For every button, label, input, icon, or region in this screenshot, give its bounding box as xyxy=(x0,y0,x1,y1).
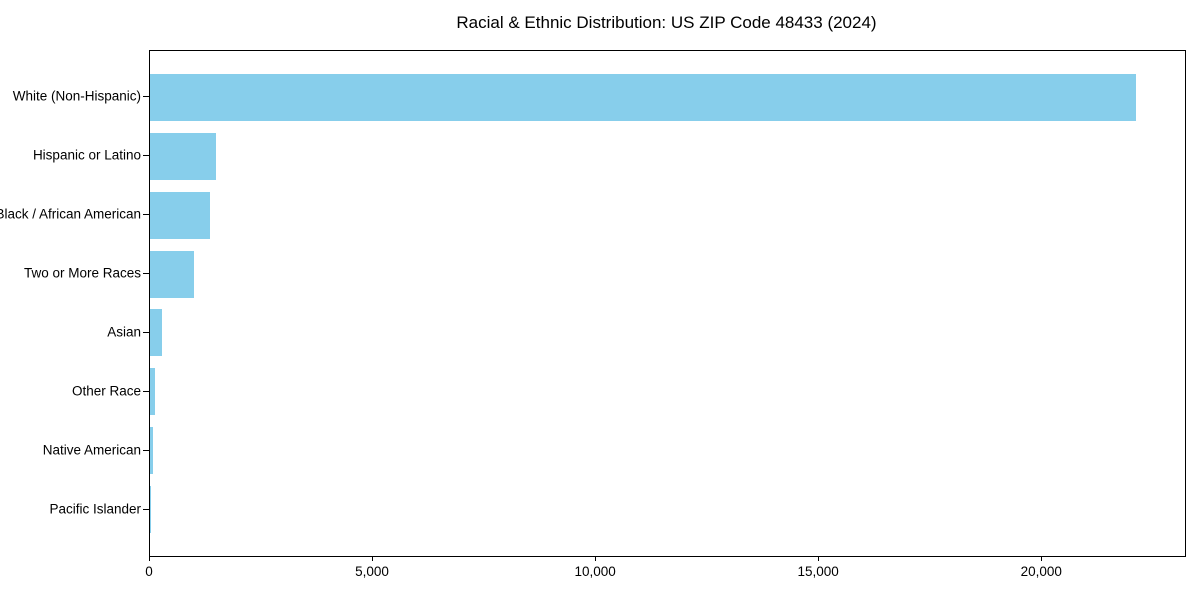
y-axis-tick xyxy=(143,508,149,510)
plot-area xyxy=(149,50,1186,557)
y-axis-label: Black / African American xyxy=(0,206,141,222)
bar-asian xyxy=(150,309,163,357)
bar-other-race xyxy=(150,368,155,416)
chart-title: Racial & Ethnic Distribution: US ZIP Cod… xyxy=(456,13,877,32)
x-axis-tick-label: 10,000 xyxy=(574,564,616,579)
bar-white-non-hispanic xyxy=(150,73,1136,122)
y-axis-tick xyxy=(143,96,149,98)
x-axis-tick-label: 5,000 xyxy=(355,564,389,579)
bar-two-or-more-races xyxy=(150,250,195,298)
x-axis-tick-label: 15,000 xyxy=(797,564,839,579)
y-axis-tick xyxy=(143,449,149,451)
bar-black-african-american xyxy=(150,191,211,239)
x-axis-tick xyxy=(372,556,374,561)
y-axis-label: Asian xyxy=(107,324,141,340)
y-axis-label: Native American xyxy=(42,442,141,458)
y-axis-tick xyxy=(143,273,149,275)
bar-hispanic-or-latino xyxy=(150,132,217,180)
y-axis-label: White (Non-Hispanic) xyxy=(12,88,141,104)
y-axis-label: Other Race xyxy=(71,383,141,399)
x-axis-tick xyxy=(1041,556,1043,561)
y-axis-label: Hispanic or Latino xyxy=(32,147,141,163)
x-axis-tick xyxy=(595,556,597,561)
y-axis-tick xyxy=(143,214,149,216)
y-axis-tick xyxy=(143,155,149,157)
y-axis-tick xyxy=(143,390,149,392)
y-axis-tick xyxy=(143,331,149,333)
x-axis-tick-label: 0 xyxy=(145,564,153,579)
y-axis-label: Two or More Races xyxy=(23,265,141,281)
y-axis-label: Pacific Islander xyxy=(49,501,141,516)
x-axis-tick xyxy=(149,556,150,561)
x-axis-tick xyxy=(818,556,820,561)
x-axis-tick-label: 20,000 xyxy=(1020,564,1062,579)
bar-native-american xyxy=(150,427,153,475)
